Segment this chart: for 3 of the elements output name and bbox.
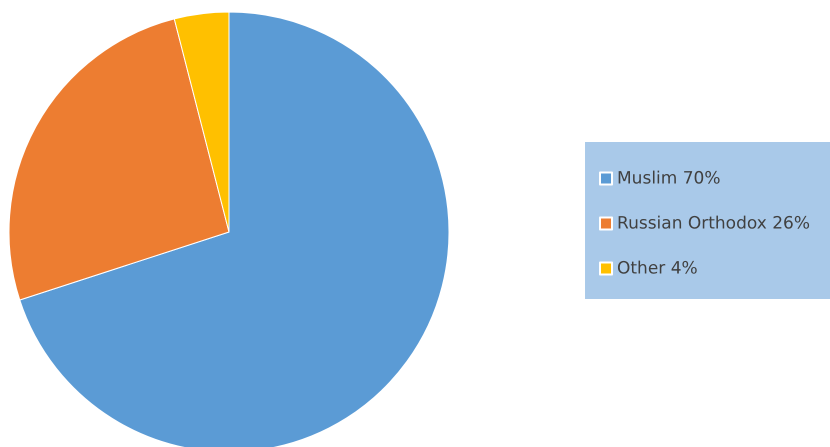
legend-label: Muslim 70% (617, 168, 721, 188)
legend-label: Russian Orthodox 26% (617, 214, 810, 234)
legend-label: Other 4% (617, 258, 698, 278)
